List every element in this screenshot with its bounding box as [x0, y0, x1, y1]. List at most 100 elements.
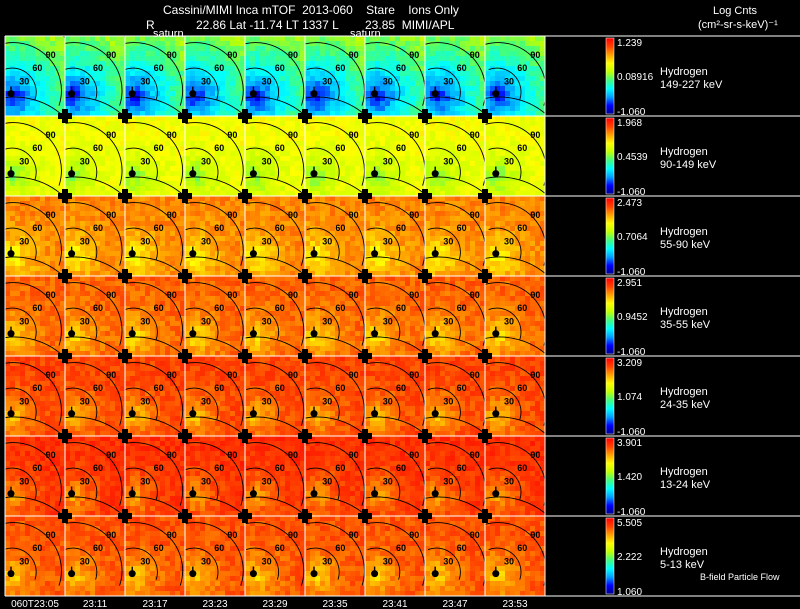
- contour-line: [5, 522, 62, 586]
- contour-overlay: 3060903060903060903060903060903060903060…: [4, 35, 800, 597]
- saturn-marker: [371, 410, 379, 418]
- contour-line: [427, 387, 461, 420]
- contour-label: 60: [32, 223, 42, 233]
- contour-label: 90: [470, 130, 480, 140]
- contour-label: 60: [396, 383, 406, 393]
- flow-arrow: [131, 166, 133, 172]
- contour-label: 90: [288, 370, 298, 380]
- contour-label: 90: [470, 370, 480, 380]
- contour-label: 60: [396, 143, 406, 153]
- image-panel: [245, 196, 306, 277]
- contour-line: [365, 416, 425, 435]
- contour-label: 60: [93, 463, 103, 473]
- image-panel: [65, 276, 126, 357]
- image-panel: [365, 436, 426, 517]
- contour-line: [367, 547, 401, 580]
- contour-label: 60: [154, 383, 164, 393]
- saturn-marker: [68, 90, 76, 98]
- orbit-info-r: R: [146, 18, 155, 32]
- saturn-marker: [68, 250, 76, 258]
- flow-arrow: [313, 166, 315, 172]
- image-panel: [185, 196, 246, 277]
- contour-line: [65, 122, 123, 186]
- cross-marker: [362, 189, 368, 203]
- contour-label: 60: [335, 463, 345, 473]
- image-panel: [185, 36, 246, 117]
- image-panel: [365, 36, 426, 117]
- contour-line: [65, 547, 98, 580]
- saturn-marker: [371, 570, 379, 578]
- flow-arrow: [313, 486, 315, 492]
- saturn-marker: [310, 170, 318, 178]
- cross-marker: [122, 189, 128, 203]
- contour-label: 30: [443, 556, 453, 566]
- time-tick-label: 23:35: [322, 599, 347, 609]
- image-panel: [5, 116, 66, 197]
- contour-line: [305, 202, 365, 266]
- flow-arrow: [70, 486, 73, 492]
- contour-label: 90: [349, 50, 359, 60]
- contour-line: [306, 67, 340, 100]
- contour-line: [305, 256, 365, 276]
- cross-marker: [182, 509, 188, 523]
- contour-label: 60: [335, 223, 345, 233]
- flow-arrow: [70, 566, 73, 572]
- contour-label: 30: [80, 556, 90, 566]
- contour-line: [485, 282, 545, 346]
- saturn-marker: [492, 570, 500, 578]
- colorbar-max-label: 1.968: [617, 118, 643, 129]
- saturn-marker: [431, 410, 439, 418]
- colorbar-max-label: 3.901: [617, 438, 643, 449]
- contour-label: 60: [275, 63, 285, 73]
- cross-marker: [182, 189, 188, 203]
- contour-line: [305, 176, 365, 196]
- contour-line: [485, 202, 545, 266]
- contour-label: 60: [517, 543, 527, 553]
- contour-line: [425, 336, 485, 355]
- contour-line: [65, 307, 98, 340]
- contour-line: [306, 467, 340, 500]
- time-tick-label: 23:41: [382, 599, 407, 609]
- flow-arrow: [192, 246, 194, 252]
- contour-line: [65, 336, 125, 358]
- contour-line: [367, 227, 401, 260]
- contour-line: [125, 256, 185, 278]
- contour-line: [185, 362, 244, 426]
- contour-label: 90: [227, 50, 237, 60]
- contour-label: 60: [396, 543, 406, 553]
- contour-line: [125, 416, 185, 438]
- cross-marker: [182, 429, 188, 443]
- cross-marker: [302, 109, 308, 123]
- contour-label: 30: [201, 156, 211, 166]
- contour-label: 60: [93, 143, 103, 153]
- contour-label: 30: [262, 316, 272, 326]
- contour-label: 60: [517, 63, 527, 73]
- image-panel: [125, 36, 186, 117]
- contour-label: 60: [275, 463, 285, 473]
- contour-line: [305, 336, 365, 356]
- contour-line: [245, 42, 305, 106]
- image-panel: [245, 356, 306, 437]
- flow-arrow: [313, 406, 315, 412]
- contour-label: 60: [457, 543, 467, 553]
- contour-line: [427, 227, 461, 260]
- contour-label: 90: [409, 530, 419, 540]
- contour-label: 90: [227, 530, 237, 540]
- units-label: Log Cnts: [713, 5, 758, 17]
- contour-label: 60: [154, 303, 164, 313]
- contour-line: [365, 496, 425, 515]
- saturn-marker: [492, 250, 500, 258]
- saturn-marker: [128, 570, 136, 578]
- saturn-marker: [128, 170, 136, 178]
- cross-marker: [422, 349, 428, 363]
- image-panel: [305, 116, 366, 197]
- contour-line: [245, 336, 305, 357]
- cross-marker: [422, 109, 428, 123]
- contour-label: 30: [504, 236, 514, 246]
- saturn-marker: [7, 330, 15, 338]
- contour-line: [305, 122, 365, 186]
- contour-line: [125, 96, 185, 118]
- flow-arrow: [495, 86, 497, 92]
- flow-arrow: [131, 246, 133, 252]
- image-panel: [125, 276, 186, 357]
